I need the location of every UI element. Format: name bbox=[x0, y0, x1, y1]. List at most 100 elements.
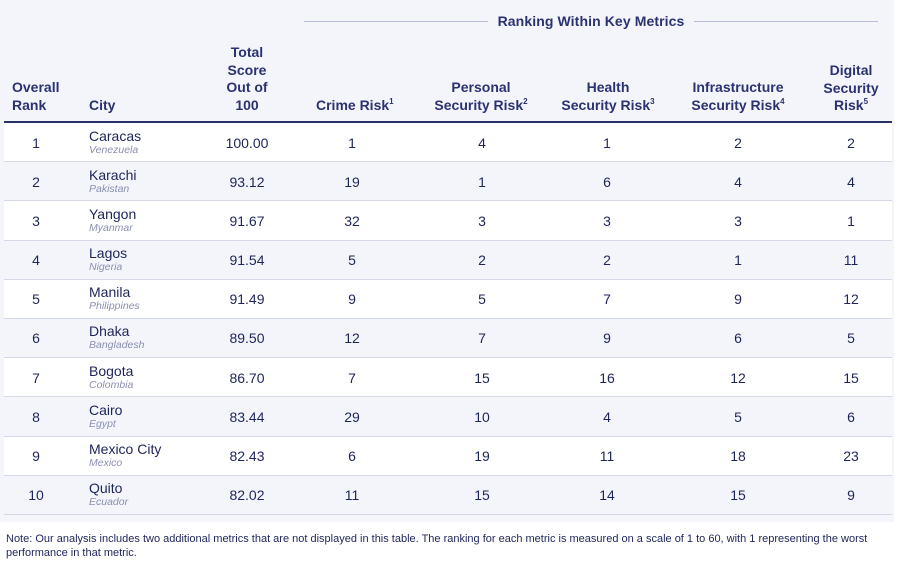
cell-digital-security-risk: 12 bbox=[843, 291, 859, 308]
cell-crime-risk: 12 bbox=[344, 330, 360, 347]
cell-health-security-risk: 11 bbox=[599, 448, 615, 464]
cell-health-security-risk: 16 bbox=[599, 369, 615, 386]
header-health-line2: Security Risk bbox=[561, 96, 651, 113]
header-personal-footnote: 2 bbox=[523, 96, 528, 106]
cell-digital-security-risk: 9 bbox=[847, 487, 855, 504]
cell-digital-security-risk: 23 bbox=[843, 448, 859, 464]
cell-city: Manila Philippines bbox=[89, 280, 239, 319]
header-infra-line1: Infrastructure bbox=[692, 79, 784, 95]
header-total-score-line1: Total bbox=[230, 44, 264, 60]
header-health-line1: Health bbox=[586, 79, 630, 95]
cell-infrastructure-security-risk: 1 bbox=[734, 252, 742, 269]
cell-city: Bogota Colombia bbox=[89, 358, 239, 397]
cell-total-score: 91.67 bbox=[229, 212, 265, 229]
cell-rank: 2 bbox=[32, 173, 40, 190]
table-row: 9 Mexico City Mexico 82.43 6 19 11 18 23 bbox=[4, 436, 892, 476]
cell-digital-security-risk: 4 bbox=[847, 173, 855, 190]
metrics-group-header: Ranking Within Key Metrics bbox=[304, 8, 878, 34]
cell-crime-risk: 11 bbox=[344, 487, 360, 504]
cell-total-score: 82.43 bbox=[229, 448, 265, 464]
cell-infrastructure-security-risk: 5 bbox=[734, 408, 742, 425]
cell-city: Dhaka Bangladesh bbox=[89, 319, 239, 358]
header-overall-rank: Overall Rank bbox=[12, 79, 59, 114]
header-infrastructure-security-risk: Infrastructure Security Risk4 bbox=[686, 79, 790, 114]
cell-city: Caracas Venezuela bbox=[89, 123, 239, 162]
header-digital-footnote: 5 bbox=[863, 97, 869, 106]
cell-rank: 7 bbox=[32, 369, 40, 386]
cell-total-score: 91.54 bbox=[229, 252, 265, 269]
cell-health-security-risk: 1 bbox=[603, 134, 611, 151]
header-health-footnote: 3 bbox=[650, 96, 655, 106]
city-name: Bogota bbox=[89, 362, 134, 379]
cell-city: Yangon Myanmar bbox=[89, 201, 239, 240]
cell-city: Cairo Egypt bbox=[89, 397, 239, 436]
city-name: Cairo bbox=[89, 401, 123, 418]
cell-digital-security-risk: 5 bbox=[847, 330, 855, 347]
cell-infrastructure-security-risk: 3 bbox=[734, 212, 742, 229]
city-country: Colombia bbox=[89, 378, 134, 391]
header-crime-risk: Crime Risk1 bbox=[316, 97, 394, 115]
city-country: Mexico bbox=[89, 457, 123, 469]
table-row: 3 Yangon Myanmar 91.67 32 3 3 3 1 bbox=[4, 201, 892, 241]
cell-total-score: 91.49 bbox=[229, 291, 265, 308]
cell-health-security-risk: 9 bbox=[603, 330, 611, 347]
cell-infrastructure-security-risk: 2 bbox=[734, 134, 742, 151]
table-row: 8 Cairo Egypt 83.44 29 10 4 5 6 bbox=[4, 397, 892, 437]
cell-digital-security-risk: 15 bbox=[843, 369, 859, 386]
cell-digital-security-risk: 1 bbox=[847, 212, 855, 229]
city-name: Quito bbox=[89, 480, 123, 497]
cell-total-score: 100.00 bbox=[225, 134, 269, 151]
city-name: Mexico City bbox=[89, 441, 162, 457]
table-row: 6 Dhaka Bangladesh 89.50 12 7 9 6 5 bbox=[4, 318, 892, 359]
cell-health-security-risk: 4 bbox=[603, 408, 611, 425]
header-personal-security-risk: Personal Security Risk2 bbox=[430, 79, 532, 114]
table-row: 4 Lagos Nigeria 91.54 5 2 2 1 11 bbox=[4, 240, 892, 280]
header-digital-security-risk: Digital Security Risk5 bbox=[816, 62, 886, 115]
cell-rank: 4 bbox=[32, 252, 40, 269]
city-country: Bangladesh bbox=[89, 339, 145, 352]
group-header-line-left bbox=[304, 20, 488, 22]
cell-rank: 8 bbox=[32, 408, 40, 425]
header-city: City bbox=[89, 97, 116, 113]
cell-health-security-risk: 7 bbox=[603, 291, 611, 308]
header-health-security-risk: Health Security Risk3 bbox=[558, 79, 658, 114]
header-total-score: Total Score Out of 100 bbox=[212, 44, 282, 114]
cell-total-score: 83.44 bbox=[229, 408, 265, 425]
cell-city: Karachi Pakistan bbox=[89, 162, 239, 201]
cell-crime-risk: 32 bbox=[344, 212, 360, 229]
city-name: Dhaka bbox=[89, 323, 130, 340]
cell-total-score: 86.70 bbox=[229, 369, 265, 386]
header-total-score-line3: Out of bbox=[226, 79, 268, 95]
header-infra-line2: Security Risk bbox=[691, 96, 781, 113]
city-country: Egypt bbox=[89, 417, 116, 430]
cell-health-security-risk: 6 bbox=[603, 173, 611, 190]
cell-crime-risk: 5 bbox=[348, 252, 356, 269]
table-footnote: Note: Our analysis includes two addition… bbox=[6, 533, 868, 559]
cell-personal-security-risk: 15 bbox=[474, 369, 490, 386]
table-body: 1 Caracas Venezuela 100.00 1 4 1 2 2 2 K… bbox=[4, 123, 892, 515]
cell-digital-security-risk: 11 bbox=[843, 252, 859, 269]
cell-city: Mexico City Mexico bbox=[89, 437, 239, 476]
table-row: 1 Caracas Venezuela 100.00 1 4 1 2 2 bbox=[4, 123, 892, 163]
cell-personal-security-risk: 4 bbox=[478, 134, 486, 151]
cell-infrastructure-security-risk: 6 bbox=[734, 330, 742, 347]
city-name: Lagos bbox=[89, 245, 128, 262]
header-digital-line3: Risk bbox=[833, 97, 864, 113]
cell-personal-security-risk: 15 bbox=[474, 487, 490, 504]
cell-health-security-risk: 14 bbox=[599, 487, 615, 504]
cell-infrastructure-security-risk: 4 bbox=[734, 173, 742, 190]
cell-infrastructure-security-risk: 12 bbox=[730, 369, 746, 386]
city-country: Philippines bbox=[89, 300, 140, 313]
cell-health-security-risk: 2 bbox=[603, 252, 611, 269]
cell-total-score: 93.12 bbox=[229, 173, 265, 190]
header-personal-line1: Personal bbox=[451, 79, 511, 95]
city-country: Myanmar bbox=[89, 221, 133, 234]
header-digital-line2: Security bbox=[823, 79, 879, 96]
cell-personal-security-risk: 10 bbox=[474, 408, 490, 425]
cell-total-score: 89.50 bbox=[229, 330, 265, 347]
cell-rank: 3 bbox=[32, 212, 40, 229]
header-infra-footnote: 4 bbox=[780, 96, 785, 106]
cell-infrastructure-security-risk: 18 bbox=[730, 448, 746, 464]
header-divider bbox=[4, 121, 892, 123]
